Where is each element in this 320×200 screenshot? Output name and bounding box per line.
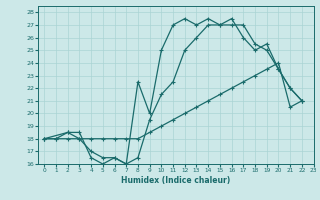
X-axis label: Humidex (Indice chaleur): Humidex (Indice chaleur) — [121, 176, 231, 185]
